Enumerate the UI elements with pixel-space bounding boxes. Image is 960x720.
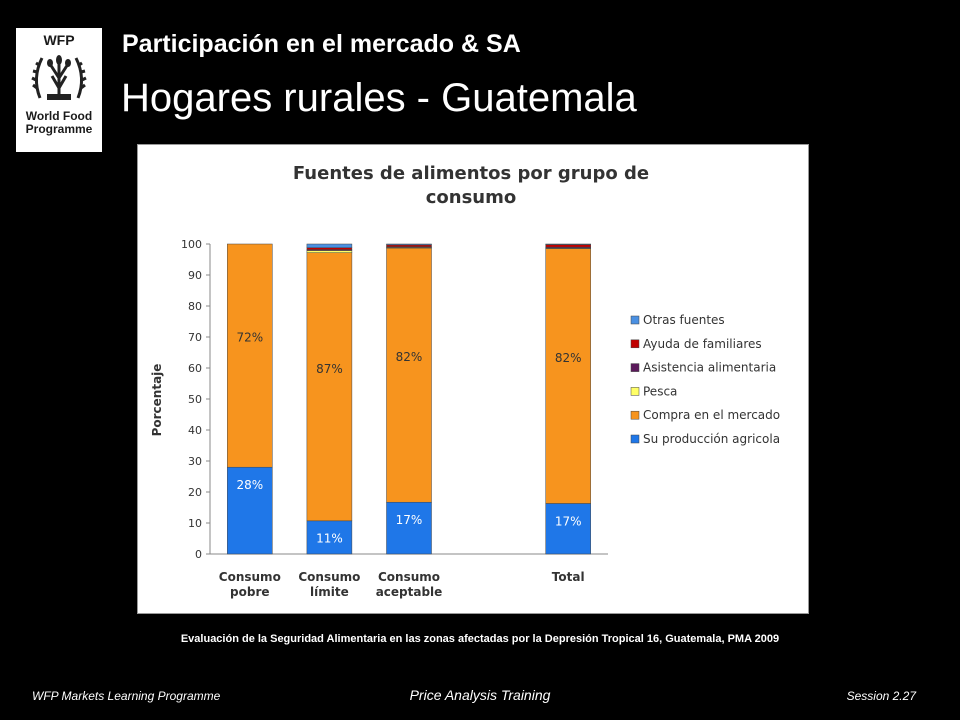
x-tick-label: aceptable — [376, 585, 443, 599]
chart-title-line1: Fuentes de alimentos por grupo de — [293, 163, 649, 184]
slide-subtitle: Hogares rurales - Guatemala — [121, 76, 637, 120]
footer-session: Session 2.27 — [846, 689, 916, 703]
slide-title: Participación en el mercado & SA — [122, 30, 521, 58]
x-tick-label: pobre — [230, 585, 269, 599]
x-tick-label: Consumo — [219, 570, 281, 584]
chart-title-line2: consumo — [426, 187, 517, 208]
y-tick-label: 50 — [188, 393, 202, 406]
x-tick-label: límite — [310, 585, 349, 599]
y-tick-label: 0 — [195, 548, 202, 561]
source-note: Evaluación de la Seguridad Alimentaria e… — [180, 633, 780, 645]
data-label: 17% — [396, 513, 423, 527]
logo-abbr: WFP — [43, 32, 75, 48]
bar-segment — [306, 247, 353, 250]
legend-swatch — [630, 363, 640, 372]
bar-segment — [545, 248, 591, 504]
legend-label: Su producción agricola — [643, 432, 780, 446]
legend-label: Pesca — [643, 384, 677, 398]
x-tick-label: Total — [552, 570, 585, 584]
footer-programme: WFP Markets Learning Programme — [32, 689, 221, 703]
legend-swatch — [630, 315, 640, 325]
bar-segment — [306, 250, 353, 253]
bar-segment — [386, 501, 432, 555]
legend-swatch — [630, 410, 640, 420]
y-axis-label: Porcentaje — [150, 364, 164, 437]
data-label: 28% — [236, 478, 263, 492]
chart-legend: Otras fuentes Ayuda de familiares Asistenc… — [630, 313, 780, 446]
legend-label: Ayuda de familiares — [643, 337, 762, 351]
y-tick-label: 30 — [188, 455, 202, 468]
data-label: 82% — [555, 351, 582, 365]
y-tick-label: 80 — [188, 300, 202, 313]
bar-segment — [227, 466, 273, 555]
data-label: 11% — [316, 531, 343, 545]
legend-label: Compra en el mercado — [643, 408, 780, 422]
y-tick-label: 60 — [188, 362, 202, 375]
logo-name-line1: World Food — [25, 109, 93, 123]
data-label: 82% — [396, 350, 423, 364]
data-label: 72% — [236, 331, 263, 345]
x-tick-label: Consumo — [378, 570, 440, 584]
wfp-logo: WFP World Food Programme — [16, 28, 102, 152]
legend-swatch — [630, 434, 640, 444]
y-tick-label: 40 — [188, 424, 202, 437]
logo-name-line2: Programme — [25, 122, 93, 136]
bar-segment — [306, 243, 353, 248]
y-tick-label: 90 — [188, 269, 202, 282]
bar-segment — [386, 247, 432, 503]
x-tick-label: Consumo — [298, 570, 360, 584]
bar-segment — [306, 252, 353, 522]
bar-segment — [386, 244, 432, 248]
legend-label: Asistencia alimentaria — [643, 361, 776, 375]
y-tick-label: 70 — [188, 331, 202, 344]
chart-panel: Fuentes de alimentos por grupo de consum… — [137, 144, 809, 614]
bar-segment — [386, 243, 432, 246]
logo-name: World Food Programme — [16, 110, 102, 136]
stacked-bar-chart: Fuentes de alimentos por grupo de consum… — [150, 163, 780, 599]
legend-swatch — [630, 339, 640, 349]
plot-area: 010203040506070809010028%72%Consumopobre… — [181, 238, 608, 599]
footer-training: Price Analysis Training — [409, 687, 551, 703]
bar-segment — [227, 243, 273, 468]
bar-segment — [545, 503, 591, 555]
bar-segment — [545, 244, 591, 248]
legend-swatch — [630, 387, 640, 396]
y-tick-label: 20 — [188, 486, 202, 499]
data-label: 87% — [316, 362, 343, 376]
y-tick-label: 10 — [188, 517, 202, 530]
bar-segment — [545, 243, 591, 245]
y-tick-label: 100 — [181, 238, 202, 251]
legend-label: Otras fuentes — [643, 313, 725, 327]
wfp-emblem-icon — [31, 55, 87, 100]
data-label: 17% — [555, 514, 582, 528]
